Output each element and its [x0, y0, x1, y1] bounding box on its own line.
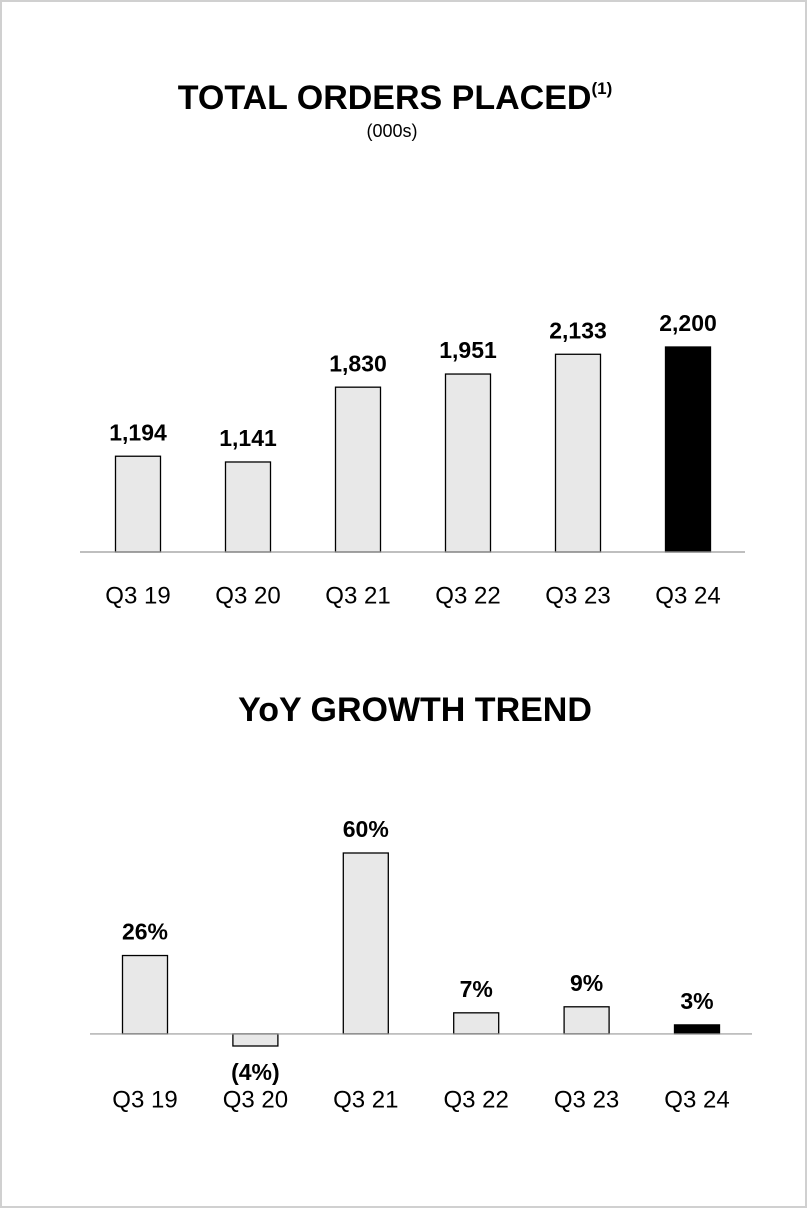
x-tick-label: Q3 24 — [664, 1086, 729, 1113]
value-label: 1,194 — [109, 419, 167, 445]
value-label: 9% — [570, 970, 603, 996]
value-label: 1,951 — [439, 337, 497, 363]
bar — [554, 353, 602, 553]
chart-title: TOTAL ORDERS PLACED(1) — [178, 79, 612, 117]
value-label: 2,200 — [659, 310, 717, 336]
bar — [121, 954, 169, 1035]
value-label: (4%) — [231, 1059, 280, 1085]
value-label: 7% — [460, 976, 493, 1002]
bar — [664, 346, 712, 553]
value-label: 1,830 — [329, 350, 387, 376]
value-label: 60% — [343, 816, 389, 842]
value-label: 1,141 — [219, 425, 277, 451]
title-text: TOTAL ORDERS PLACED — [178, 79, 592, 117]
x-tick-label: Q3 24 — [655, 582, 720, 609]
bar — [563, 1006, 610, 1035]
bar — [114, 455, 162, 553]
bar — [334, 386, 382, 553]
value-label: 3% — [680, 988, 713, 1014]
bar — [342, 852, 389, 1035]
x-tick-label: Q3 23 — [554, 1086, 619, 1113]
bar — [673, 1024, 721, 1035]
x-tick-label: Q3 19 — [105, 582, 170, 609]
chart-title: YoY GROWTH TREND — [238, 691, 592, 729]
x-tick-label: Q3 20 — [215, 582, 280, 609]
x-tick-label: Q3 20 — [223, 1086, 288, 1113]
x-tick-label: Q3 21 — [333, 1086, 398, 1113]
bar — [224, 461, 272, 553]
x-tick-label: Q3 22 — [435, 582, 500, 609]
x-tick-label: Q3 21 — [325, 582, 390, 609]
bar — [453, 1012, 500, 1035]
title-note: (1) — [591, 79, 612, 98]
x-tick-label: Q3 19 — [112, 1086, 177, 1113]
value-label: 2,133 — [549, 317, 607, 343]
x-tick-label: Q3 22 — [444, 1086, 509, 1113]
chart-subtitle: (000s) — [366, 121, 417, 141]
value-label: 26% — [122, 919, 168, 945]
bar — [232, 1033, 279, 1047]
x-tick-label: Q3 23 — [545, 582, 610, 609]
bar — [444, 373, 492, 553]
